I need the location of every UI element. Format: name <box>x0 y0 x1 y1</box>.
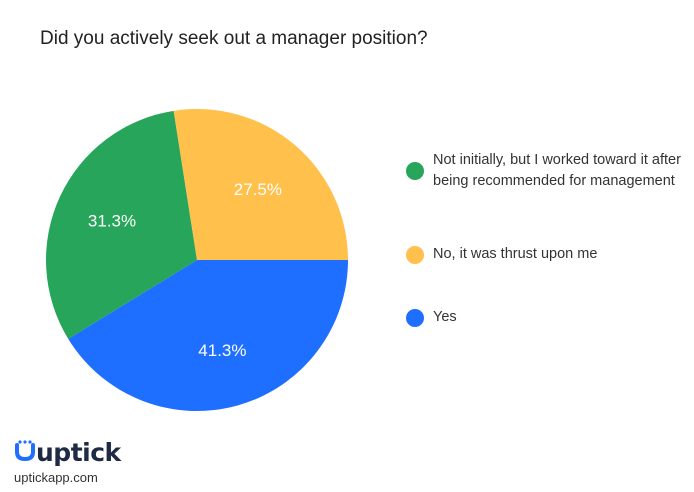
pie-slice-not-initially <box>45 110 198 339</box>
pie-slice-label-yes: 41.3% <box>198 341 246 360</box>
legend-item-thrust-upon: No, it was thrust upon me <box>406 244 683 265</box>
brand-logo: uptick <box>14 438 121 467</box>
legend-item-yes: Yes <box>406 307 683 328</box>
uptick-logo-text: uptick <box>36 438 121 467</box>
pie-slice-thrust-upon <box>173 109 348 261</box>
pie-slice-label-thrust-upon: 27.5% <box>234 180 282 199</box>
brand-url: uptickapp.com <box>14 470 98 485</box>
uptick-logo: uptick <box>14 438 121 467</box>
pie-slice-label-not-initially: 31.3% <box>88 212 136 231</box>
chart-title: Did you actively seek out a manager posi… <box>40 28 428 49</box>
legend-label-not-initially: Not initially, but I worked toward it af… <box>433 152 681 189</box>
legend-item-not-initially: Not initially, but I worked toward it af… <box>406 150 683 192</box>
legend-label-yes: Yes <box>433 309 457 325</box>
pie-slice-yes <box>68 260 349 411</box>
legend-swatch-blue <box>406 308 424 327</box>
legend-label-thrust-upon: No, it was thrust upon me <box>433 246 598 262</box>
legend-swatch-yellow <box>406 245 424 264</box>
legend-swatch-green <box>406 162 424 180</box>
uptick-logo-icon <box>14 438 36 467</box>
